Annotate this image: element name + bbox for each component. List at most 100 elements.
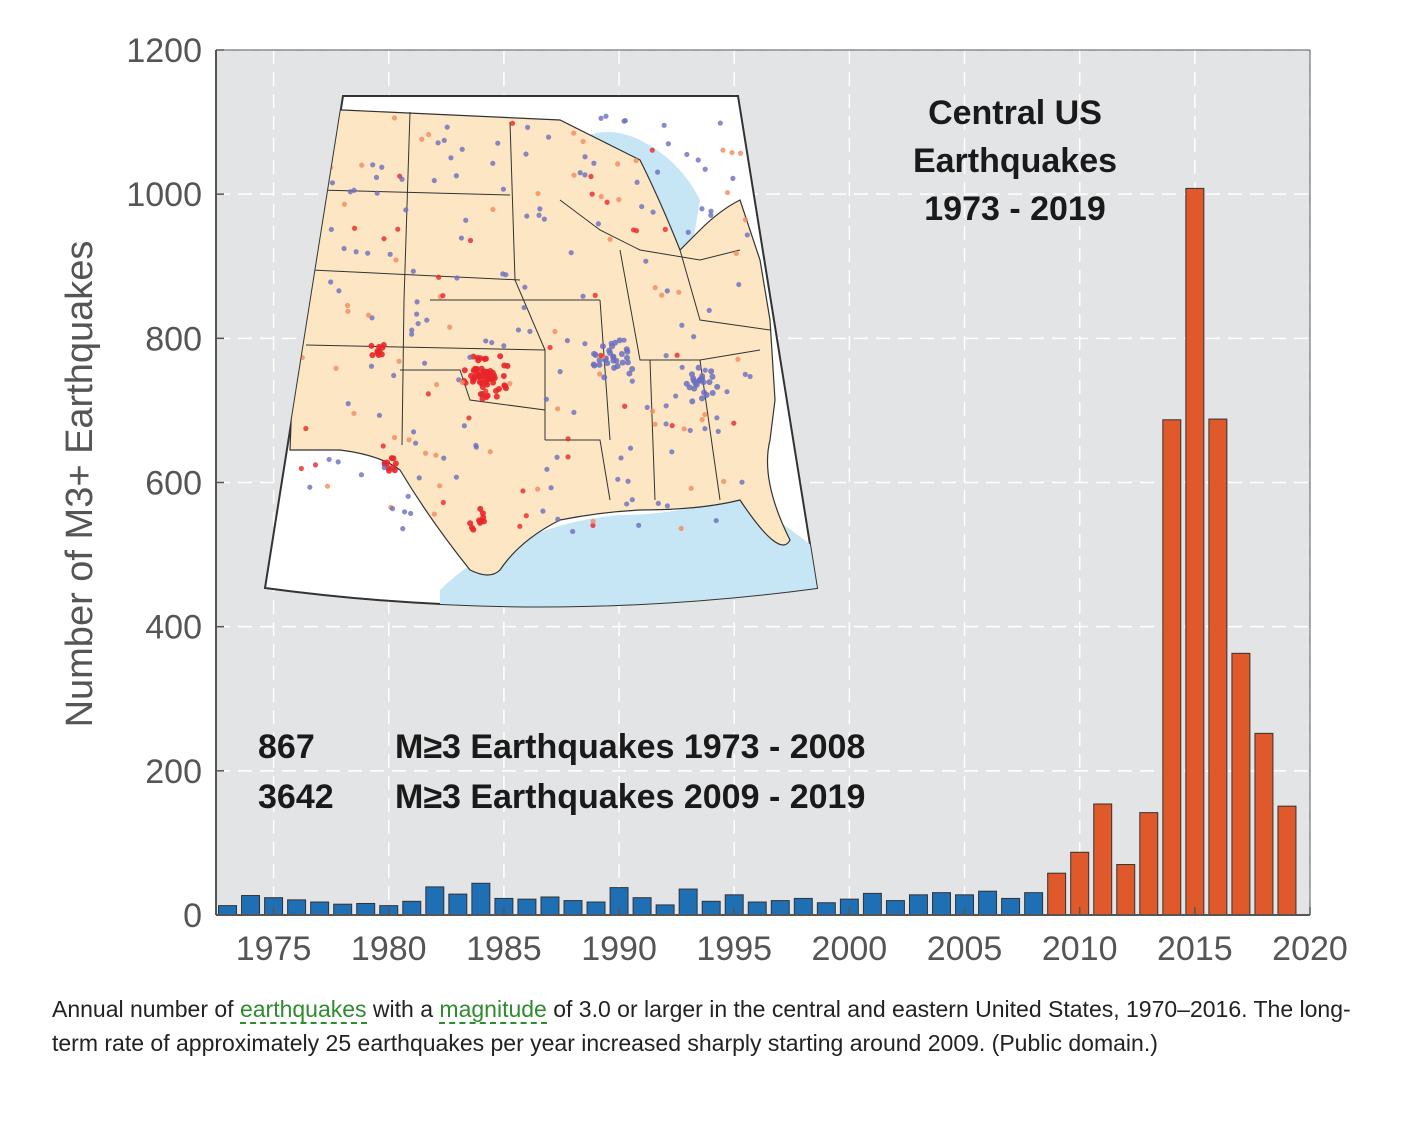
magnitude-link[interactable]: magnitude — [439, 996, 547, 1024]
quake-dot — [618, 350, 625, 357]
x-tick-label: 1975 — [236, 930, 312, 968]
quake-dot — [409, 331, 415, 337]
bar — [632, 897, 652, 916]
quake-dot — [589, 191, 595, 197]
quake-dot — [424, 317, 430, 323]
quake-dot — [540, 508, 546, 514]
quake-dot — [604, 199, 610, 205]
quake-dot — [440, 499, 446, 506]
quake-dot — [644, 404, 650, 410]
quake-dot — [535, 190, 541, 197]
quake-dot — [509, 120, 516, 126]
quake-dot — [663, 421, 669, 427]
quake-dot — [448, 155, 454, 161]
quake-dot — [661, 122, 667, 128]
bar — [1139, 812, 1159, 916]
quake-dot — [453, 173, 459, 179]
bar — [885, 900, 905, 916]
quake-dot — [380, 443, 386, 449]
quake-dot — [691, 334, 697, 340]
quake-dot — [413, 440, 419, 446]
land — [289, 109, 791, 576]
quake-dot — [379, 164, 385, 170]
quake-dot — [461, 367, 468, 374]
quake-dot — [663, 403, 669, 409]
quake-dot — [409, 327, 415, 333]
quake-dot — [473, 442, 479, 448]
quake-dot — [426, 131, 432, 138]
quake-dot — [582, 172, 588, 178]
quake-dot — [695, 157, 701, 163]
quake-dot — [664, 288, 670, 294]
quake-dot — [483, 338, 489, 344]
chart-title: Central US Earthquakes 1973 - 2019 — [913, 94, 1117, 228]
stats-count-1: 867 — [258, 728, 315, 766]
quake-dot — [590, 361, 597, 368]
quake-dot — [401, 509, 408, 515]
earthquakes-link[interactable]: earthquakes — [239, 996, 367, 1024]
quake-dot — [695, 364, 702, 371]
quake-dot — [679, 364, 685, 370]
quake-dot — [588, 173, 594, 180]
quake-dot — [625, 478, 631, 484]
quake-dot — [373, 174, 380, 180]
title-line-2: Earthquakes — [913, 142, 1117, 180]
quake-dot — [495, 140, 501, 146]
quake-dot — [527, 328, 533, 334]
quake-dot — [619, 359, 626, 366]
quake-dot — [389, 506, 396, 512]
bar — [1254, 732, 1274, 916]
quake-dot — [385, 464, 392, 471]
x-tick-label: 1990 — [581, 930, 657, 968]
quake-dot — [724, 189, 731, 196]
quake-dot — [630, 227, 637, 233]
x-tick-label: 2015 — [1157, 930, 1233, 968]
bar — [1208, 418, 1228, 916]
quake-dot — [389, 464, 396, 471]
bar — [310, 901, 330, 916]
x-tick-labels: 1975 1980 1985 1990 1995 2000 2005 2010 2015 2020 — [236, 930, 1348, 968]
quake-dot — [479, 383, 486, 390]
bar — [1162, 419, 1182, 916]
quake-dot — [392, 460, 399, 467]
quake-dot — [689, 398, 696, 405]
quake-dot — [483, 388, 489, 394]
quake-dot — [477, 355, 484, 362]
stats-text-2: M≥3 Earthquakes 2009 - 2019 — [395, 778, 865, 816]
quake-dot — [416, 475, 422, 481]
quake-dot — [484, 392, 491, 399]
quake-dot — [415, 320, 421, 327]
quake-dot — [737, 150, 744, 156]
quake-dot — [312, 462, 319, 468]
quake-dot — [387, 251, 393, 257]
quake-dot — [507, 381, 513, 387]
quake-dot — [596, 361, 603, 368]
quake-dot — [434, 381, 440, 388]
quake-dot — [597, 371, 603, 377]
quake-dot — [403, 207, 409, 213]
quake-dot — [698, 395, 705, 402]
quake-dot — [479, 510, 486, 517]
bar — [448, 893, 468, 916]
quake-dot — [627, 445, 634, 451]
quake-dot — [678, 525, 684, 532]
quake-dot — [359, 162, 365, 168]
quake-dot — [490, 160, 496, 166]
quake-dot — [477, 505, 484, 512]
quake-dot — [730, 175, 736, 181]
quake-dot — [524, 124, 531, 130]
quake-dot — [379, 344, 386, 351]
quake-dot — [490, 206, 496, 213]
quake-dot — [639, 203, 645, 210]
quake-dot — [615, 161, 621, 167]
quake-dot — [365, 312, 372, 318]
y-tick-label: 1200 — [126, 32, 202, 70]
quake-dot — [466, 415, 472, 421]
quake-dot — [565, 436, 571, 442]
quake-dot — [395, 226, 401, 232]
quake-dot — [433, 452, 439, 458]
quake-dot — [470, 526, 477, 533]
quake-dot — [396, 358, 402, 364]
quake-dot — [381, 465, 387, 471]
bar — [770, 900, 790, 916]
